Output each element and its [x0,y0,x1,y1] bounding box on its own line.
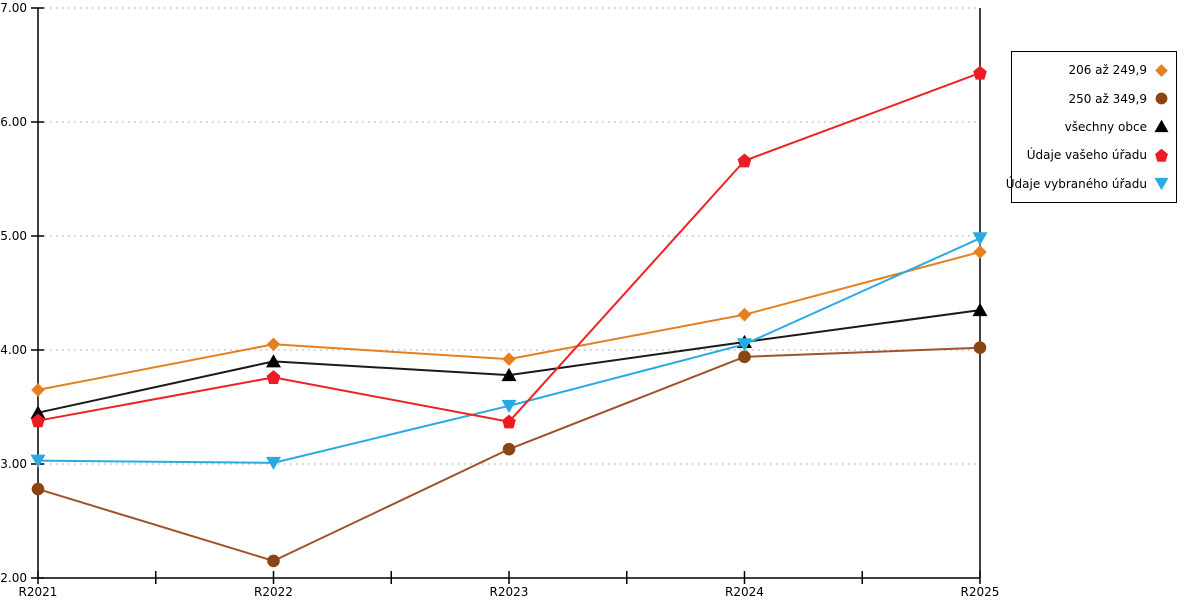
x-tick-label: R2024 [725,585,764,599]
x-axis: R2021 R2022 R2023 R2024 R2025 [19,571,1000,599]
legend-label: 250 až 349,9 [1068,91,1147,106]
legend-item-udaje-vaseho-uradu: Údaje vašeho úřadu [1016,144,1169,166]
data-point-marker [31,383,45,397]
data-point-marker [30,405,46,419]
legend-item-250-az-3499: 250 až 349,9 [1016,88,1169,110]
x-tick-label: R2025 [961,585,1000,599]
data-point-marker [737,153,752,168]
data-point-marker [501,399,517,414]
series-line [37,237,981,464]
data-point-marker [266,456,281,471]
series-1 [31,341,987,568]
series-4 [30,232,988,471]
data-point-marker [266,354,281,368]
data-point-marker [502,414,516,429]
legend: 206 až 249,9 250 až 349,9 všechny obce Ú… [1006,51,1177,203]
y-tick-label: 5.00 [0,229,27,243]
data-point-marker [502,352,516,366]
data-point-marker [502,442,516,456]
data-point-marker [973,245,987,259]
data-point-marker [31,482,45,496]
y-tick-label: 4.00 [0,343,27,357]
triangle-up-marker-icon [1154,120,1169,133]
pentagon-marker-icon [1155,148,1168,162]
series-3 [31,65,987,429]
y-tick-label: 2.00 [0,571,27,585]
data-point-marker [31,413,45,428]
y-tick-label: 6.00 [0,115,27,129]
data-point-marker [973,65,987,80]
legend-item-vsechny-obce: všechny obce [1016,116,1169,138]
y-tick-label: 7.00 [0,1,27,15]
data-point-marker [501,367,517,382]
legend-label: 206 až 249,9 [1068,63,1147,78]
y-tick-label: 3.00 [0,457,27,471]
x-tick-label: R2022 [254,585,293,599]
data-point-marker [737,338,752,352]
gridlines [38,7,978,465]
data-point-marker [973,341,987,355]
diamond-marker-icon [1155,63,1168,77]
triangle-down-marker-icon [1154,178,1169,191]
axes [37,8,981,579]
x-tick-label: R2021 [19,585,58,599]
data-point-marker [266,337,281,352]
legend-label: Údaje vybraného úřadu [1005,176,1147,191]
data-point-marker [738,350,751,364]
data-point-marker [737,307,752,322]
circle-marker-icon [1155,92,1168,105]
data-point-marker [267,554,280,568]
data-point-marker [266,370,281,384]
x-tick-label: R2023 [490,585,529,599]
data-point-marker [972,232,988,246]
legend-item-206-az-2499: 206 až 249,9 [1016,59,1169,81]
data-point-marker [972,302,988,317]
data-point-marker [30,454,46,468]
legend-label: Údaje vašeho úřadu [1026,148,1147,163]
legend-item-udaje-vybraneho-uradu: Údaje vybraného úřadu [1006,173,1169,195]
legend-label: všechny obce [1064,119,1147,134]
